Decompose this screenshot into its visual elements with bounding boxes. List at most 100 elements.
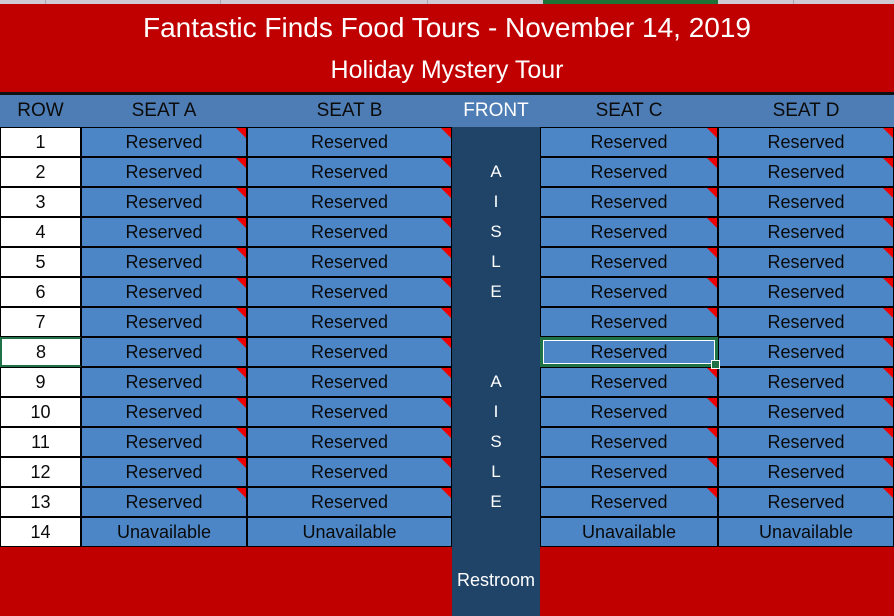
seat-cell-b-row-14[interactable]: Unavailable [247, 517, 452, 547]
row-number-cell-13[interactable]: 13 [0, 487, 81, 517]
seat-cell-b-row-1[interactable]: Reserved [247, 127, 452, 157]
header-cell-seat-c[interactable]: SEAT C [595, 100, 663, 121]
seat-cell-d-row-5[interactable]: Reserved [718, 247, 894, 277]
header-cell-row[interactable]: ROW [17, 100, 64, 121]
seat-cell-a-row-14[interactable]: Unavailable [81, 517, 247, 547]
seat-cell-a-row-2[interactable]: Reserved [81, 157, 247, 187]
comment-marker-icon [236, 488, 246, 498]
row-number-cell-3[interactable]: 3 [0, 187, 81, 217]
seat-cell-b-row-3[interactable]: Reserved [247, 187, 452, 217]
seat-cell-b-row-4[interactable]: Reserved [247, 217, 452, 247]
row-number-cell-14[interactable]: 14 [0, 517, 81, 547]
seat-cell-d-row-12[interactable]: Reserved [718, 457, 894, 487]
header-cell-seat-d[interactable]: SEAT D [772, 100, 840, 121]
seat-cell-d-row-10[interactable]: Reserved [718, 397, 894, 427]
comment-marker-icon [707, 158, 717, 168]
seat-cell-b-row-2[interactable]: Reserved [247, 157, 452, 187]
seat-cell-b-row-13[interactable]: Reserved [247, 487, 452, 517]
seat-cell-a-row-5[interactable]: Reserved [81, 247, 247, 277]
seat-cell-c-row-13[interactable]: Reserved [540, 487, 718, 517]
aisle-letter: L [491, 462, 501, 481]
row-number-cell-11[interactable]: 11 [0, 427, 81, 457]
seat-cell-b-row-8[interactable]: Reserved [247, 337, 452, 367]
seat-status-label: Reserved [125, 461, 203, 482]
seat-cell-d-row-8[interactable]: Reserved [718, 337, 894, 367]
seat-cell-c-row-8[interactable]: Reserved [540, 337, 720, 369]
seat-cell-b-row-11[interactable]: Reserved [247, 427, 452, 457]
aisle-letter: S [490, 432, 502, 451]
row-number-cell-5[interactable]: 5 [0, 247, 81, 277]
seat-cell-a-row-11[interactable]: Reserved [81, 427, 247, 457]
seat-status-label: Unavailable [302, 521, 397, 542]
seat-cell-d-row-1[interactable]: Reserved [718, 127, 894, 157]
seat-cell-b-row-5[interactable]: Reserved [247, 247, 452, 277]
seat-cell-d-row-13[interactable]: Reserved [718, 487, 894, 517]
seat-cell-c-row-2[interactable]: Reserved [540, 157, 718, 187]
seat-cell-d-row-7[interactable]: Reserved [718, 307, 894, 337]
comment-marker-icon [707, 458, 717, 468]
row-number-cell-8[interactable]: 8 [0, 337, 81, 367]
header-cell-seat-b[interactable]: SEAT B [316, 100, 383, 121]
seat-cell-b-row-12[interactable]: Reserved [247, 457, 452, 487]
seat-cell-c-row-14[interactable]: Unavailable [540, 517, 718, 547]
aisle-column[interactable]: Restroom [452, 127, 540, 616]
seat-cell-c-row-1[interactable]: Reserved [540, 127, 718, 157]
row-number-cell-9[interactable]: 9 [0, 367, 81, 397]
seat-cell-a-row-3[interactable]: Reserved [81, 187, 247, 217]
row-number-cell-12[interactable]: 12 [0, 457, 81, 487]
seat-cell-a-row-9[interactable]: Reserved [81, 367, 247, 397]
seat-cell-a-row-7[interactable]: Reserved [81, 307, 247, 337]
seat-cell-a-row-10[interactable]: Reserved [81, 397, 247, 427]
seat-cell-d-row-11[interactable]: Reserved [718, 427, 894, 457]
seat-status-label: Reserved [590, 431, 668, 452]
seat-cell-a-row-8[interactable]: Reserved [81, 337, 247, 367]
seat-cell-c-row-7[interactable]: Reserved [540, 307, 718, 337]
row-number-cell-6[interactable]: 6 [0, 277, 81, 307]
seat-cell-d-row-6[interactable]: Reserved [718, 277, 894, 307]
seat-cell-a-row-6[interactable]: Reserved [81, 277, 247, 307]
comment-marker-icon [441, 248, 451, 258]
seat-status-label: Reserved [125, 221, 203, 242]
seat-cell-b-row-9[interactable]: Reserved [247, 367, 452, 397]
comment-marker-icon [236, 248, 246, 258]
fill-handle[interactable] [711, 360, 720, 369]
row-number: 3 [35, 191, 46, 212]
seat-status-label: Reserved [310, 491, 389, 512]
comment-marker-icon [236, 218, 246, 228]
seat-status-label: Reserved [590, 221, 668, 242]
seat-cell-c-row-4[interactable]: Reserved [540, 217, 718, 247]
seat-cell-d-row-2[interactable]: Reserved [718, 157, 894, 187]
comment-marker-icon [236, 308, 246, 318]
seat-cell-c-row-6[interactable]: Reserved [540, 277, 718, 307]
seat-cell-b-row-6[interactable]: Reserved [247, 277, 452, 307]
seat-cell-c-row-10[interactable]: Reserved [540, 397, 718, 427]
seat-cell-c-row-9[interactable]: Reserved [540, 367, 718, 397]
comment-marker-icon [707, 128, 717, 138]
seat-cell-c-row-3[interactable]: Reserved [540, 187, 718, 217]
seat-cell-a-row-12[interactable]: Reserved [81, 457, 247, 487]
seat-status-label: Reserved [590, 491, 668, 512]
row-number-cell-10[interactable]: 10 [0, 397, 81, 427]
seat-cell-b-row-10[interactable]: Reserved [247, 397, 452, 427]
header-cell-seat-a[interactable]: SEAT A [131, 100, 197, 121]
seat-cell-d-row-9[interactable]: Reserved [718, 367, 894, 397]
seat-cell-d-row-14[interactable]: Unavailable [718, 517, 894, 547]
seat-cell-d-row-3[interactable]: Reserved [718, 187, 894, 217]
header-cell-front[interactable]: FRONT [463, 100, 529, 121]
row-number: 9 [35, 371, 46, 392]
seat-status-label: Reserved [767, 251, 845, 272]
row-number-cell-7[interactable]: 7 [0, 307, 81, 337]
row-number-cell-4[interactable]: 4 [0, 217, 81, 247]
comment-marker-icon [441, 428, 451, 438]
seat-cell-a-row-13[interactable]: Reserved [81, 487, 247, 517]
seat-cell-a-row-4[interactable]: Reserved [81, 217, 247, 247]
comment-marker-icon [707, 428, 717, 438]
seat-cell-b-row-7[interactable]: Reserved [247, 307, 452, 337]
row-number-cell-1[interactable]: 1 [0, 127, 81, 157]
seat-cell-c-row-12[interactable]: Reserved [540, 457, 718, 487]
seat-cell-c-row-5[interactable]: Reserved [540, 247, 718, 277]
seat-cell-a-row-1[interactable]: Reserved [81, 127, 247, 157]
row-number-cell-2[interactable]: 2 [0, 157, 81, 187]
seat-cell-d-row-4[interactable]: Reserved [718, 217, 894, 247]
seat-cell-c-row-11[interactable]: Reserved [540, 427, 718, 457]
